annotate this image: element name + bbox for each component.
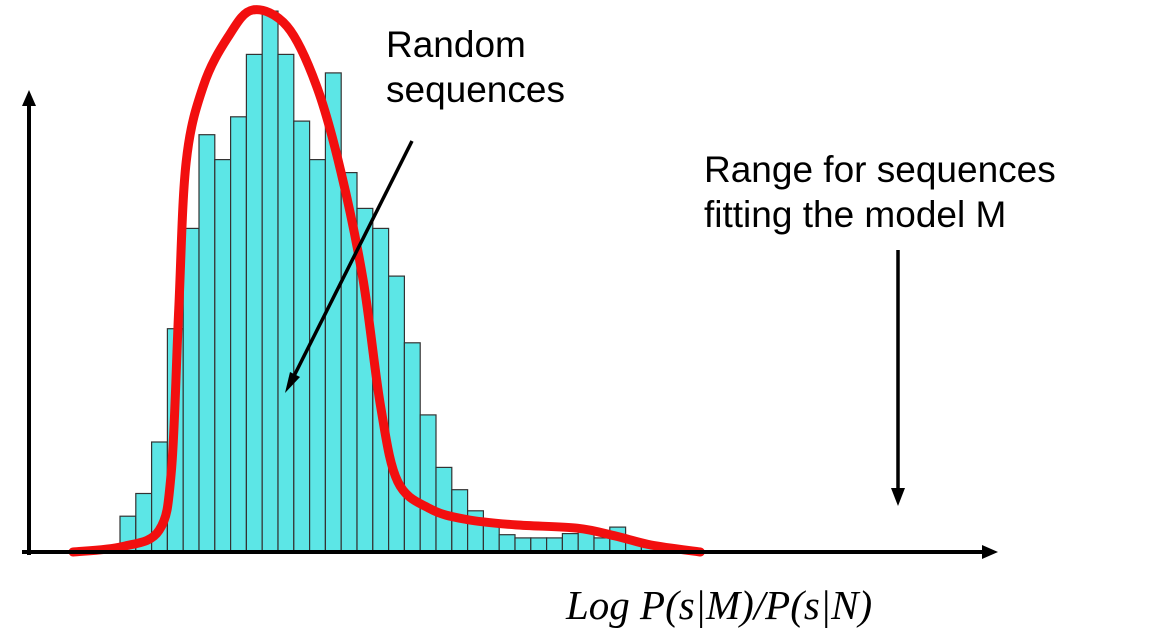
histogram-bar [498,534,516,553]
random-sequences-arrow [291,140,414,379]
histogram-bar [388,275,406,553]
histogram-bar [419,414,437,553]
histogram-bar [198,134,216,553]
x-axis-arrowhead [982,545,998,559]
histogram-bar [309,159,327,553]
histogram-bar [514,537,532,553]
histogram-bar [245,53,263,553]
histogram-bar [293,120,311,553]
histogram-bar [561,532,579,553]
model-range-annotation: Range for sequences fitting the model M [704,147,1056,237]
histogram-bar [182,227,200,553]
histogram-bar [545,537,563,553]
histogram-bar [482,524,500,553]
fit-curve [68,5,705,557]
range-annotation-line-1: Range for sequences [704,149,1056,190]
random-sequences-arrowhead [285,372,300,393]
random-annotation-line-1: Random [386,24,526,65]
histogram-bar [230,116,248,553]
y-axis-arrowhead [22,90,36,106]
x-axis-label: Log P(s|M)/P(s|N) [566,582,873,628]
model-range-arrowhead [891,488,905,506]
histogram-bar [277,53,295,553]
histogram-bar [214,159,232,553]
histogram-bar [593,537,611,553]
random-annotation-line-2: sequences [386,69,565,110]
histogram-bar [403,342,421,553]
random-sequences-annotation: Random sequences [386,22,565,112]
histogram-bar [530,537,548,553]
range-annotation-line-2: fitting the model M [704,194,1007,235]
histogram-bar [261,10,279,553]
